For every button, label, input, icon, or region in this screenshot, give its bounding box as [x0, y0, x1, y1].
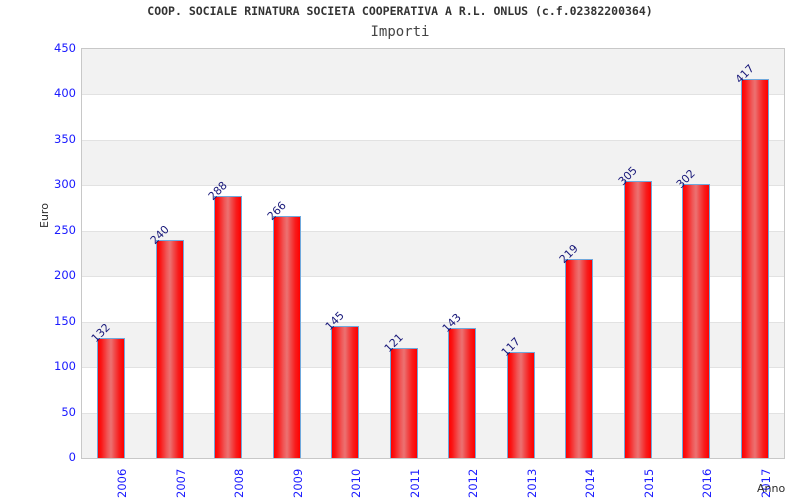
bar[interactable] [272, 216, 301, 458]
y-tick-label: 0 [68, 450, 76, 464]
gridline [82, 140, 784, 141]
gridline [82, 185, 784, 186]
plot-area: 132 240 288 266 145 121 143 117 219 305 302 417 [81, 48, 785, 459]
gridline [82, 276, 784, 277]
bar[interactable] [740, 79, 769, 458]
x-axis-title: Anno [757, 482, 786, 495]
chart-subtitle: Importi [370, 24, 430, 40]
bar[interactable] [565, 258, 594, 458]
y-axis-ticks: 0 50 100 150 200 250 300 350 400 450 [22, 41, 76, 464]
gridline [82, 322, 784, 323]
bar[interactable] [155, 239, 184, 458]
bar[interactable] [448, 328, 477, 458]
band [82, 321, 784, 368]
x-tick-label: 2011 [407, 468, 422, 498]
band [82, 49, 784, 95]
x-tick-label: 2016 [700, 468, 715, 498]
y-tick-label: 150 [54, 313, 76, 328]
band [82, 230, 784, 277]
band [82, 412, 784, 458]
x-tick-label: 2006 [115, 468, 130, 498]
bar[interactable] [331, 326, 360, 458]
x-tick-label: 2013 [524, 468, 539, 498]
x-tick-label: 2009 [290, 468, 305, 498]
chart-title: COOP. SOCIALE RINATURA SOCIETA COOPERATI… [147, 4, 653, 18]
y-tick-label: 100 [54, 359, 76, 374]
bar[interactable] [214, 196, 243, 458]
x-tick-label: 2012 [466, 468, 481, 498]
y-tick-label: 400 [54, 86, 76, 101]
x-axis-ticks: 2006 2007 2008 2009 2010 2011 2012 2013 2014 2015… [81, 462, 783, 500]
y-tick-label: 350 [54, 131, 76, 146]
x-tick-label: 2015 [641, 468, 656, 498]
bar[interactable] [97, 338, 126, 458]
y-tick-label: 250 [54, 222, 76, 237]
gridline [82, 94, 784, 95]
y-tick-label: 300 [54, 177, 76, 192]
bar[interactable] [682, 183, 711, 458]
gridline [82, 231, 784, 232]
band [82, 139, 784, 186]
x-tick-label: 2008 [232, 468, 247, 498]
bar[interactable] [389, 348, 418, 458]
gridline [82, 367, 784, 368]
y-axis-title: Euro [38, 203, 51, 228]
x-tick-label: 2010 [349, 468, 364, 498]
y-tick-label: 200 [54, 268, 76, 283]
x-tick-label: 2007 [173, 468, 188, 498]
bar[interactable] [506, 351, 535, 458]
gridline [82, 413, 784, 414]
bar[interactable] [623, 180, 652, 458]
x-tick-label: 2014 [583, 468, 598, 498]
y-tick-label: 50 [61, 404, 76, 419]
y-tick-label: 450 [54, 41, 76, 55]
